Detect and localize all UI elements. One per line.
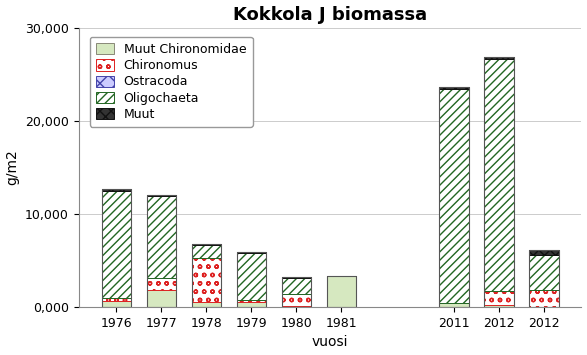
Bar	[484, 305, 514, 307]
Bar	[282, 277, 311, 307]
Bar	[484, 57, 514, 59]
Bar	[191, 258, 221, 302]
Bar	[147, 290, 176, 307]
Bar	[529, 250, 559, 307]
Bar	[282, 277, 311, 278]
Bar	[191, 244, 221, 245]
Bar	[484, 291, 514, 305]
Bar	[327, 277, 356, 307]
Bar	[191, 302, 221, 307]
Bar	[191, 245, 221, 258]
Bar	[529, 250, 559, 255]
Bar	[529, 290, 559, 307]
Bar	[529, 255, 559, 290]
Bar	[439, 304, 468, 307]
Bar	[102, 301, 131, 307]
Bar	[439, 89, 468, 304]
Bar	[147, 278, 176, 290]
Bar	[102, 189, 131, 307]
Bar	[327, 277, 356, 307]
Bar	[439, 87, 468, 89]
Title: Kokkola J biomassa: Kokkola J biomassa	[233, 6, 427, 23]
Bar	[147, 196, 176, 278]
Bar	[102, 191, 131, 298]
Bar	[484, 57, 514, 307]
X-axis label: vuosi: vuosi	[312, 335, 348, 349]
Bar	[102, 298, 131, 301]
Bar	[484, 59, 514, 291]
Bar	[237, 302, 266, 307]
Bar	[102, 189, 131, 191]
Y-axis label: g/m2: g/m2	[5, 150, 19, 185]
Bar	[237, 252, 266, 253]
Bar	[191, 244, 221, 307]
Bar	[237, 252, 266, 307]
Legend: Muut Chironomidae, Chironomus, Ostracoda, Oligochaeta, Muut: Muut Chironomidae, Chironomus, Ostracoda…	[90, 37, 252, 127]
Bar	[282, 278, 311, 294]
Bar	[282, 294, 311, 306]
Bar	[237, 300, 266, 302]
Bar	[237, 253, 266, 300]
Bar	[439, 87, 468, 307]
Bar	[147, 196, 176, 307]
Bar	[282, 306, 311, 307]
